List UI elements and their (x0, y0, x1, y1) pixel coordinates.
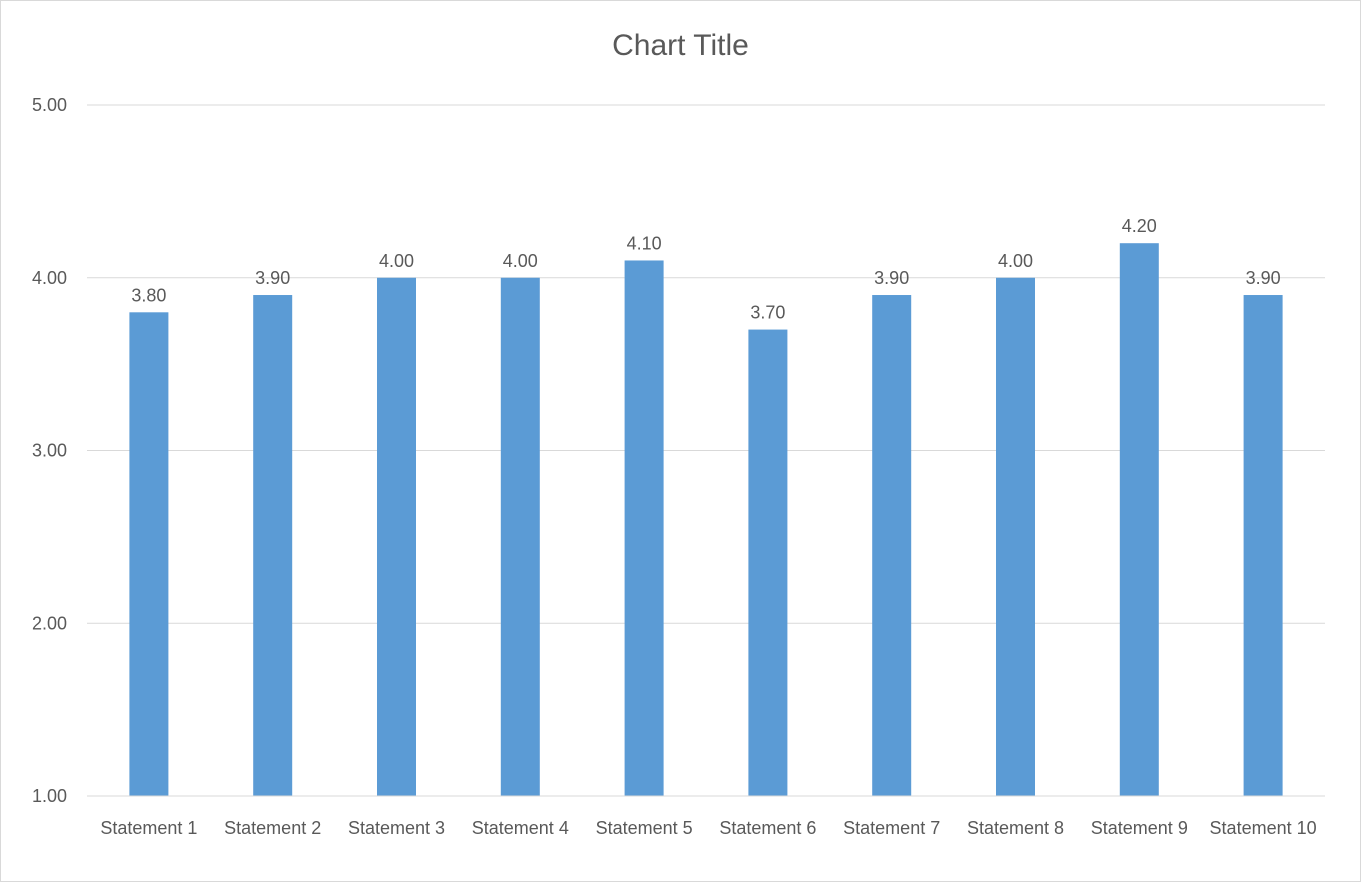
x-tick-label: Statement 7 (843, 818, 940, 838)
data-label: 3.80 (131, 285, 166, 305)
data-label: 3.90 (874, 268, 909, 288)
x-tick-label: Statement 1 (100, 818, 197, 838)
x-tick-label: Statement 9 (1091, 818, 1188, 838)
bar (253, 295, 293, 796)
x-tick-label: Statement 3 (348, 818, 445, 838)
x-tick-label: Statement 5 (596, 818, 693, 838)
bar (129, 312, 169, 796)
bar (748, 329, 788, 796)
data-label: 4.00 (998, 251, 1033, 271)
y-tick-label: 3.00 (32, 441, 67, 461)
y-tick-label: 5.00 (32, 95, 67, 115)
y-tick-label: 4.00 (32, 268, 67, 288)
bar (624, 260, 664, 797)
y-tick-label: 1.00 (32, 786, 67, 806)
data-label: 3.70 (750, 303, 785, 323)
bar (377, 277, 416, 796)
x-tick-label: Statement 6 (719, 818, 816, 838)
data-label: 4.00 (503, 251, 538, 271)
data-label: 3.90 (255, 268, 290, 288)
x-tick-label: Statement 8 (967, 818, 1064, 838)
y-tick-label: 2.00 (32, 613, 67, 633)
x-tick-label: Statement 2 (224, 818, 321, 838)
bar (1119, 243, 1159, 796)
data-label: 4.10 (627, 233, 662, 253)
data-label: 4.20 (1122, 216, 1157, 236)
x-tick-label: Statement 10 (1210, 818, 1317, 838)
bar (872, 295, 912, 796)
chart-title: Chart Title (612, 29, 749, 62)
data-label: 4.00 (379, 251, 414, 271)
data-label: 3.90 (1246, 268, 1281, 288)
x-tick-label: Statement 4 (472, 818, 569, 838)
bar (1243, 295, 1283, 796)
bar (500, 277, 540, 796)
bar (996, 277, 1035, 796)
